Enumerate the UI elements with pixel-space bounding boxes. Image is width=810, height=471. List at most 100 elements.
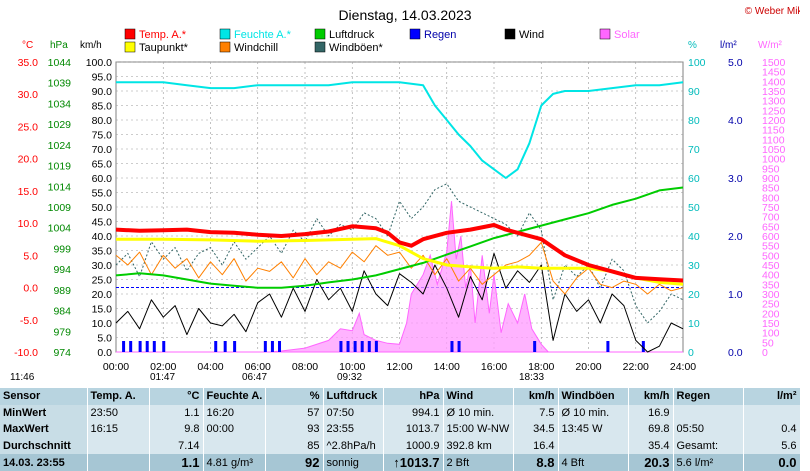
rain-bar (145, 341, 149, 352)
tick-label-solar: 0 (762, 347, 768, 359)
stats-cell: 15:00 W-NW (443, 421, 514, 438)
rain-bar (533, 341, 537, 352)
stats-cell: 1.1 (149, 404, 204, 422)
tick-label-solar: 500 (762, 250, 780, 262)
tick-label-wind: 10.0 (92, 318, 113, 330)
tick-label-solar: 150 (762, 318, 780, 330)
tick-label-solar: 600 (762, 231, 780, 243)
x-tick-label: 22:00 (623, 361, 649, 373)
x-tick-label: 02:00 (150, 361, 176, 373)
x-tick-label: 18:00 (528, 361, 554, 373)
tick-label-temp: 10.0 (18, 218, 39, 230)
legend-swatch (219, 28, 231, 40)
tick-label-hum: 80 (688, 115, 700, 127)
x-tick-label: 20:00 (575, 361, 601, 373)
stats-cell: 05:50 (673, 421, 744, 438)
moon-time-a: 06:47 (242, 372, 268, 383)
tick-label-press: 984 (53, 306, 71, 318)
tick-label-wind: 15.0 (92, 304, 113, 316)
legend-swatch (219, 41, 231, 53)
stats-cell (87, 454, 150, 471)
stats-cell: 85 (265, 437, 324, 455)
tick-label-hum: 0 (688, 347, 694, 359)
stats-cell (87, 437, 150, 455)
legend-swatch (124, 41, 136, 53)
tick-label-solar: 1000 (762, 154, 786, 166)
tick-label-press: 1009 (48, 202, 72, 214)
rain-bar (138, 341, 142, 352)
stats-cell: 1013.7 (383, 421, 444, 438)
x-tick-label: 00:00 (103, 361, 129, 373)
stats-row: MaxWert 16:15 9.8 00:00 93 23:55 1013.7 15:00 W… (0, 421, 801, 438)
tick-label-wind: 85.0 (92, 101, 113, 113)
tick-label-wind: 20.0 (92, 289, 113, 301)
legend-label: Regen (424, 29, 456, 41)
rain-bar (162, 341, 166, 352)
stats-cell: 23:50 (87, 404, 150, 422)
axis-unit-label: km/h (80, 40, 102, 51)
rain-bar (339, 341, 343, 352)
tick-label-temp: 35.0 (18, 57, 39, 69)
tick-label-temp: 25.0 (18, 121, 39, 133)
tick-label-wind: 25.0 (92, 275, 113, 287)
rain-bar (263, 341, 267, 352)
tick-label-wind: 50.0 (92, 202, 113, 214)
tick-label-temp: 30.0 (18, 89, 39, 101)
axis-unit-label: % (688, 40, 697, 51)
right-edge (800, 0, 810, 471)
tick-label-press: 979 (53, 326, 71, 338)
tick-label-solar: 250 (762, 299, 780, 311)
stats-cell: 20.3 (628, 454, 674, 471)
stats-cell: 7.5 (513, 404, 559, 422)
axis-unit-label: W/m² (758, 40, 783, 51)
tick-label-wind: 55.0 (92, 188, 113, 200)
tick-label-solar: 200 (762, 308, 780, 320)
rain-bar (214, 341, 218, 352)
stats-cell: Wind (443, 388, 514, 405)
tick-label-solar: 1300 (762, 96, 786, 108)
tick-label-rain: 1.0 (728, 289, 743, 301)
tick-label-temp: -10.0 (14, 347, 38, 359)
legend-label: Wind (519, 29, 544, 41)
stats-cell: 1000.9 (383, 437, 444, 455)
tick-label-hum: 70 (688, 144, 700, 156)
tick-label-wind: 65.0 (92, 159, 113, 171)
x-tick-label: 24:00 (670, 361, 696, 373)
tick-label-solar: 300 (762, 289, 780, 301)
tick-label-press: 1034 (48, 98, 72, 110)
stats-cell: 00:00 (203, 421, 266, 438)
tick-label-temp: 0.0 (23, 283, 38, 295)
axis-unit-label: l/m² (720, 40, 737, 51)
stats-cell: km/h (628, 388, 674, 405)
x-tick-label: 14:00 (434, 361, 460, 373)
tick-label-solar: 100 (762, 328, 780, 340)
legend-label: Windchill (234, 42, 278, 54)
legend-swatch (314, 28, 326, 40)
x-tick-label: 12:00 (386, 361, 412, 373)
tick-label-solar: 750 (762, 202, 780, 214)
tick-label-wind: 60.0 (92, 173, 113, 185)
tick-label-wind: 5.0 (97, 333, 112, 345)
rain-bar (278, 341, 282, 352)
stats-cell: 16.9 (628, 404, 674, 422)
legend-swatch (124, 28, 136, 40)
stats-cell: % (265, 388, 324, 405)
legend-label: Feuchte A.* (234, 29, 292, 41)
tick-label-solar: 700 (762, 212, 780, 224)
stats-cell: 9.8 (149, 421, 204, 438)
tick-label-solar: 1450 (762, 67, 786, 79)
stats-cell: 34.5 (513, 421, 559, 438)
tick-label-wind: 45.0 (92, 217, 113, 229)
tick-label-solar: 1050 (762, 144, 786, 156)
tick-label-rain: 2.0 (728, 231, 743, 243)
tick-label-temp: 15.0 (18, 186, 39, 198)
tick-label-press: 999 (53, 243, 71, 255)
stats-cell: Windböen (558, 388, 629, 405)
tick-label-wind: 100.0 (86, 57, 112, 69)
sunrise-time: 01:47 (150, 372, 176, 383)
tick-label-press: 1029 (48, 119, 72, 131)
axis-unit-label: hPa (50, 40, 68, 51)
tick-label-rain: 4.0 (728, 115, 743, 127)
rain-bar (450, 341, 454, 352)
stats-cell: ↑1013.7 (383, 454, 444, 471)
